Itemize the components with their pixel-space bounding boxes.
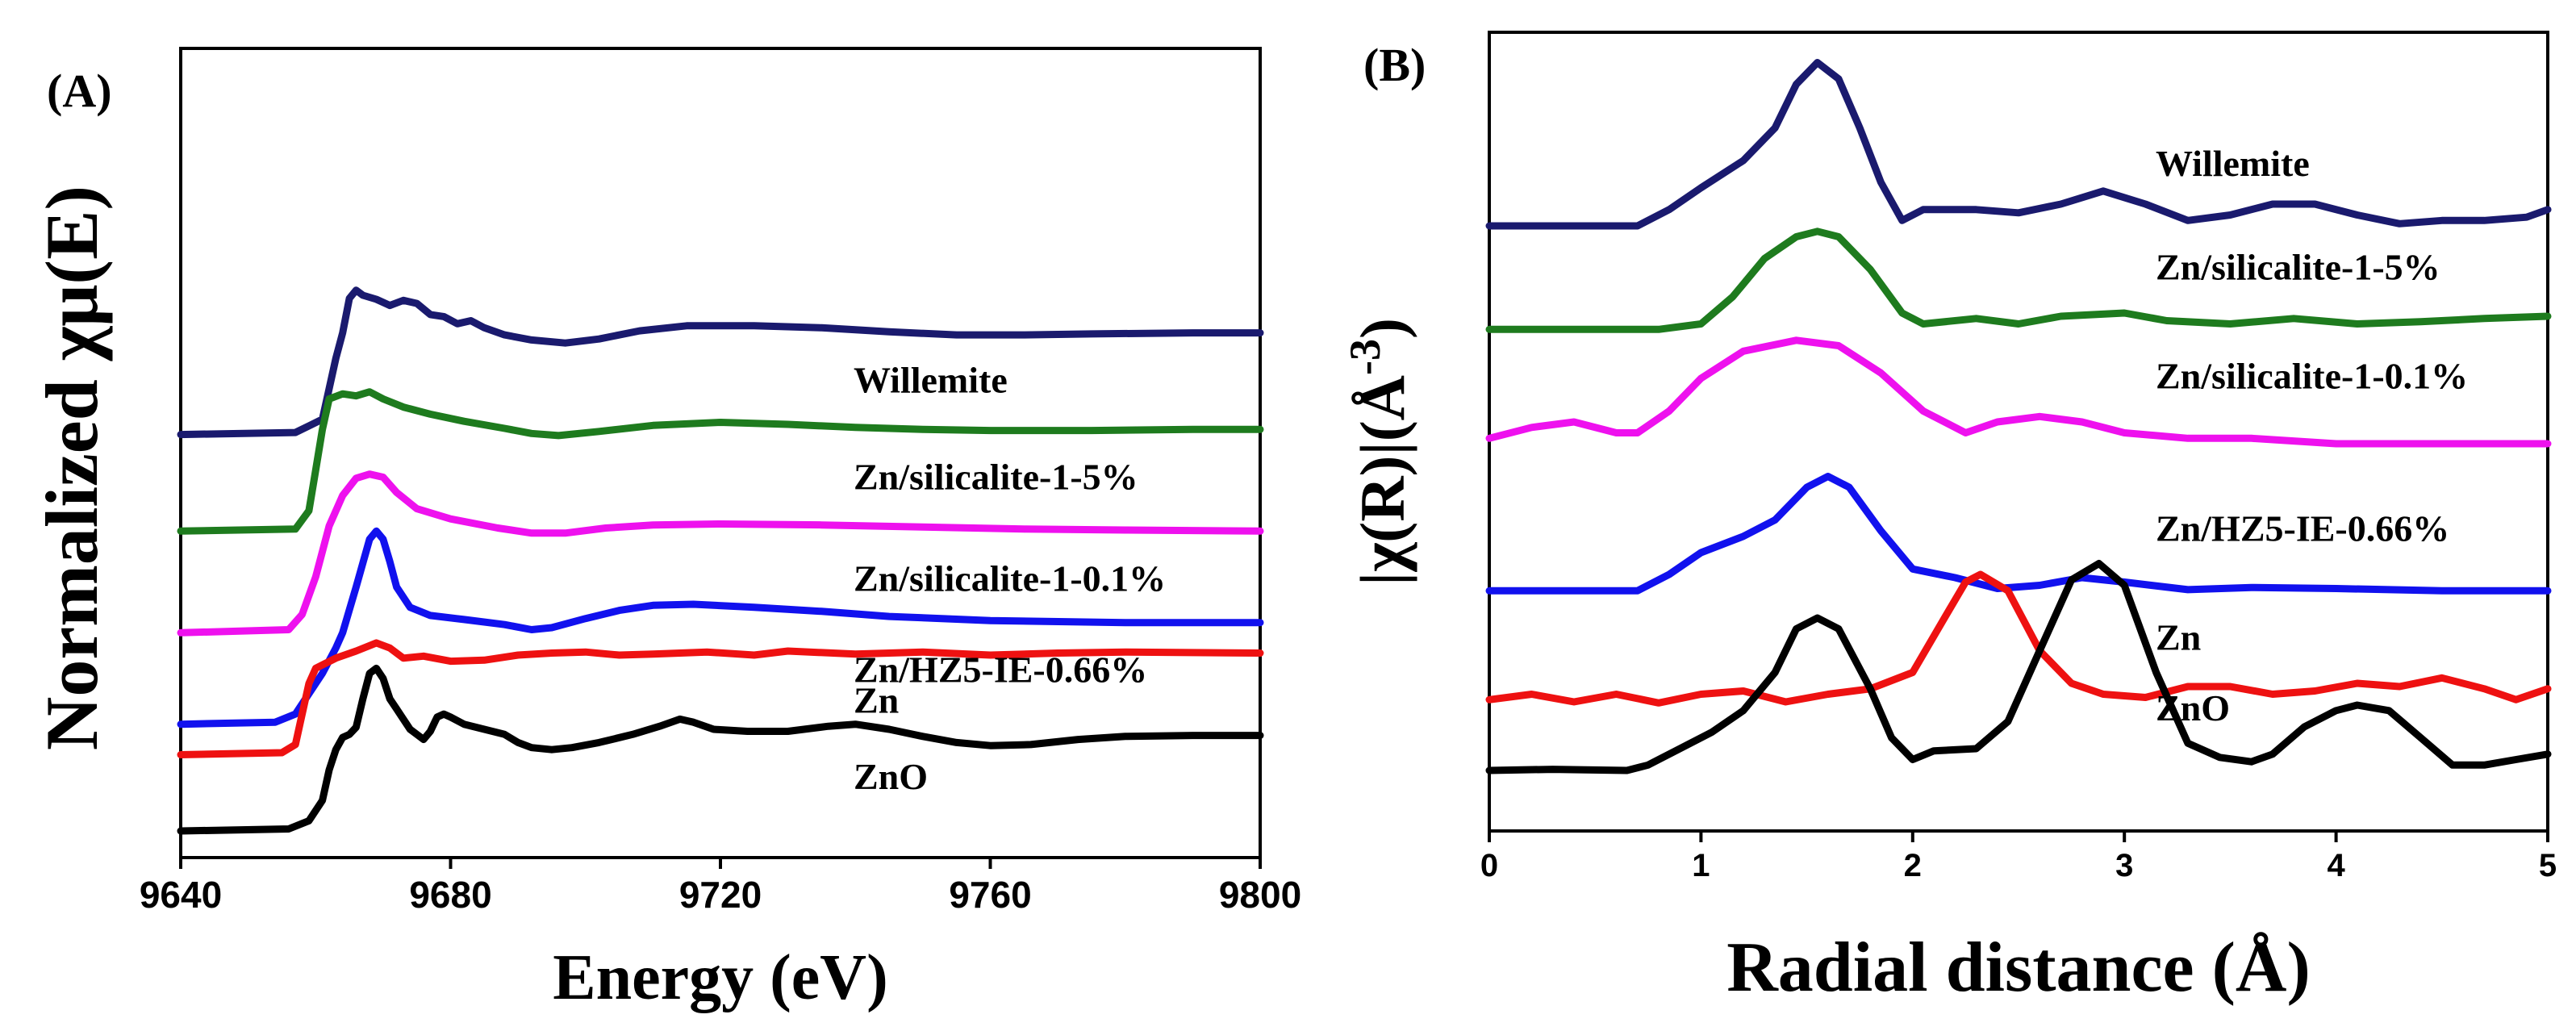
panel-b-series	[1485, 59, 2552, 774]
series-line-zn-hz5-ie-0-66	[1485, 473, 2552, 595]
series-line-willemite	[177, 286, 1264, 439]
x-tick-label-9640: 9640	[140, 874, 222, 916]
panel-b-ylabel-close: )	[1347, 318, 1417, 339]
panel-b-ylabel-main: |χ(R)|(Å	[1347, 375, 1417, 586]
series-label-willemite: Willemite	[2156, 143, 2310, 184]
x-tick-label-9800: 9800	[1219, 874, 1301, 916]
panel-a-series	[177, 286, 1264, 835]
series-label-zn-hz5-ie-0-66: Zn/HZ5-IE-0.66%	[854, 649, 1147, 691]
x-tick-label-9680: 9680	[409, 874, 491, 916]
series-label-zn-silicalite-1-5: Zn/silicalite-1-5%	[2156, 246, 2440, 287]
series-line-zn	[1485, 570, 2552, 707]
series-label-zn: Zn	[854, 680, 899, 721]
x-tick-label-3: 3	[2115, 848, 2133, 883]
series-line-zn	[177, 639, 1264, 758]
panel-b-x-axis: 0 1 2 3 4 5	[1480, 831, 2557, 883]
series-label-zn-silicalite-1-5: Zn/silicalite-1-5%	[854, 456, 1138, 497]
x-tick-label-2: 2	[1904, 848, 1922, 883]
series-line-zn-silicalite-1-0-1	[1485, 336, 2552, 448]
panel-b-plot-frame	[1488, 31, 2549, 833]
series-line-zn-silicalite-1-0-1	[177, 470, 1264, 637]
panel-b-ylabel: |χ(R)|(Å-3)	[1341, 318, 1417, 586]
series-label-zn-hz5-ie-0-66: Zn/HZ5-IE-0.66%	[2156, 507, 2449, 549]
series-label-zno: ZnO	[854, 756, 928, 797]
x-tick-label-5: 5	[2539, 848, 2557, 883]
series-label-zn-silicalite-1-0-1: Zn/silicalite-1-0.1%	[854, 557, 1166, 599]
x-tick-label-0: 0	[1480, 848, 1498, 883]
series-line-zn-silicalite-1-5	[1485, 228, 2552, 333]
panel-b: (B) |χ(R)|(Å-3) 0 1 2 3 4 5 Willemite Zn/silic…	[1341, 31, 2557, 1007]
x-tick-label-9720: 9720	[679, 874, 762, 916]
x-tick-label-9760: 9760	[949, 874, 1031, 916]
panel-b-xlabel: Radial distance (Å)	[1726, 929, 2311, 1007]
panel-a-ylabel: Normalized χμ(E)	[31, 186, 113, 750]
series-line-zn-silicalite-1-5	[177, 388, 1264, 535]
series-line-zno	[177, 664, 1264, 835]
series-label-willemite: Willemite	[854, 360, 1008, 401]
series-line-zno	[1485, 560, 2552, 774]
x-tick-label-4: 4	[2327, 848, 2345, 883]
panel-a-series-labels: Willemite Zn/silicalite-1-5% Zn/silicalite…	[854, 360, 1166, 797]
panel-a: (A) Normalized χμ(E) 9640 9680 9720 9760 980…	[31, 47, 1301, 1013]
x-tick-label-1: 1	[1692, 848, 1710, 883]
series-label-zn: Zn	[2156, 616, 2201, 658]
panel-b-label: (B)	[1363, 39, 1426, 91]
panel-b-series-labels: Willemite Zn/silicalite-1-5% Zn/silicalite…	[2156, 143, 2468, 729]
panel-a-xlabel: Energy (eV)	[553, 942, 887, 1013]
series-label-zn-silicalite-1-0-1: Zn/silicalite-1-0.1%	[2156, 355, 2468, 396]
series-line-willemite	[1485, 59, 2552, 230]
series-label-zno: ZnO	[2156, 687, 2230, 729]
panel-a-label: (A)	[47, 65, 112, 117]
panel-b-ylabel-sup: -3	[1341, 339, 1389, 375]
panel-a-x-axis: 9640 9680 9720 9760 9800	[140, 858, 1301, 916]
